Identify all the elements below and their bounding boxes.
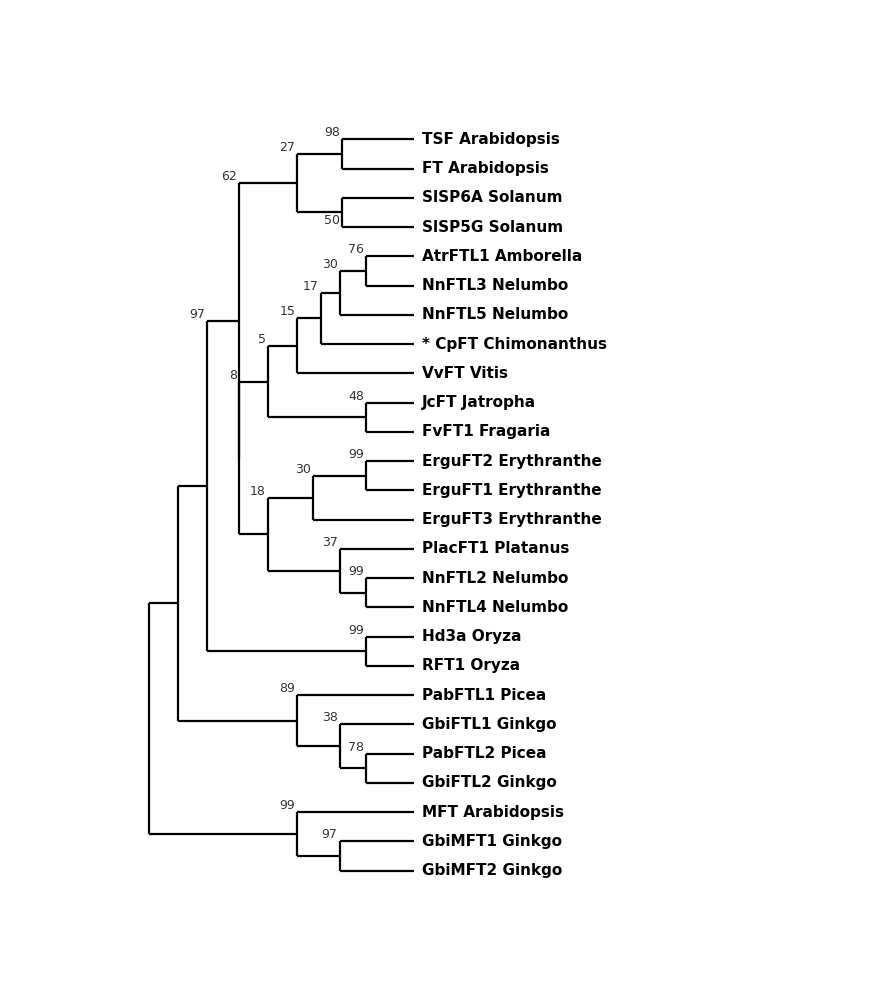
Text: 27: 27 <box>280 141 295 154</box>
Text: NnFTL5 Nelumbo: NnFTL5 Nelumbo <box>422 307 568 322</box>
Text: 17: 17 <box>303 280 319 293</box>
Text: 98: 98 <box>324 126 340 139</box>
Text: 99: 99 <box>280 799 295 812</box>
Text: 30: 30 <box>295 463 311 476</box>
Text: 89: 89 <box>280 682 295 695</box>
Text: MFT Arabidopsis: MFT Arabidopsis <box>422 805 564 820</box>
Text: 30: 30 <box>321 258 337 271</box>
Text: 18: 18 <box>250 485 266 498</box>
Text: FT Arabidopsis: FT Arabidopsis <box>422 161 549 176</box>
Text: Hd3a Oryza: Hd3a Oryza <box>422 629 521 644</box>
Text: 99: 99 <box>348 624 364 637</box>
Text: PlacFT1 Platanus: PlacFT1 Platanus <box>422 541 569 556</box>
Text: SlSP5G Solanum: SlSP5G Solanum <box>422 220 563 235</box>
Text: FvFT1 Fragaria: FvFT1 Fragaria <box>422 424 551 439</box>
Text: SlSP6A Solanum: SlSP6A Solanum <box>422 190 563 205</box>
Text: 76: 76 <box>348 243 364 256</box>
Text: 97: 97 <box>189 308 205 321</box>
Text: PabFTL1 Picea: PabFTL1 Picea <box>422 688 546 703</box>
Text: GbiMFT2 Ginkgo: GbiMFT2 Ginkgo <box>422 863 562 878</box>
Text: GbiMFT1 Ginkgo: GbiMFT1 Ginkgo <box>422 834 562 849</box>
Text: NnFTL2 Nelumbo: NnFTL2 Nelumbo <box>422 571 568 586</box>
Text: 8: 8 <box>229 369 237 382</box>
Text: 50: 50 <box>324 214 340 227</box>
Text: RFT1 Oryza: RFT1 Oryza <box>422 658 520 673</box>
Text: 78: 78 <box>348 741 364 754</box>
Text: VvFT Vitis: VvFT Vitis <box>422 366 508 381</box>
Text: ErguFT3 Erythranthe: ErguFT3 Erythranthe <box>422 512 602 527</box>
Text: 5: 5 <box>258 333 266 346</box>
Text: ErguFT2 Erythranthe: ErguFT2 Erythranthe <box>422 454 602 469</box>
Text: JcFT Jatropha: JcFT Jatropha <box>422 395 536 410</box>
Text: 62: 62 <box>221 170 237 183</box>
Text: TSF Arabidopsis: TSF Arabidopsis <box>422 132 560 147</box>
Text: * CpFT Chimonanthus: * CpFT Chimonanthus <box>422 337 607 352</box>
Text: GbiFTL1 Ginkgo: GbiFTL1 Ginkgo <box>422 717 557 732</box>
Text: 38: 38 <box>321 711 337 724</box>
Text: GbiFTL2 Ginkgo: GbiFTL2 Ginkgo <box>422 775 557 790</box>
Text: 99: 99 <box>348 565 364 578</box>
Text: 15: 15 <box>280 305 295 318</box>
Text: 97: 97 <box>321 828 337 841</box>
Text: PabFTL2 Picea: PabFTL2 Picea <box>422 746 547 761</box>
Text: 37: 37 <box>321 536 337 549</box>
Text: ErguFT1 Erythranthe: ErguFT1 Erythranthe <box>422 483 602 498</box>
Text: 99: 99 <box>348 448 364 461</box>
Text: NnFTL3 Nelumbo: NnFTL3 Nelumbo <box>422 278 568 293</box>
Text: NnFTL4 Nelumbo: NnFTL4 Nelumbo <box>422 600 568 615</box>
Text: AtrFTL1 Amborella: AtrFTL1 Amborella <box>422 249 583 264</box>
Text: 48: 48 <box>348 390 364 403</box>
